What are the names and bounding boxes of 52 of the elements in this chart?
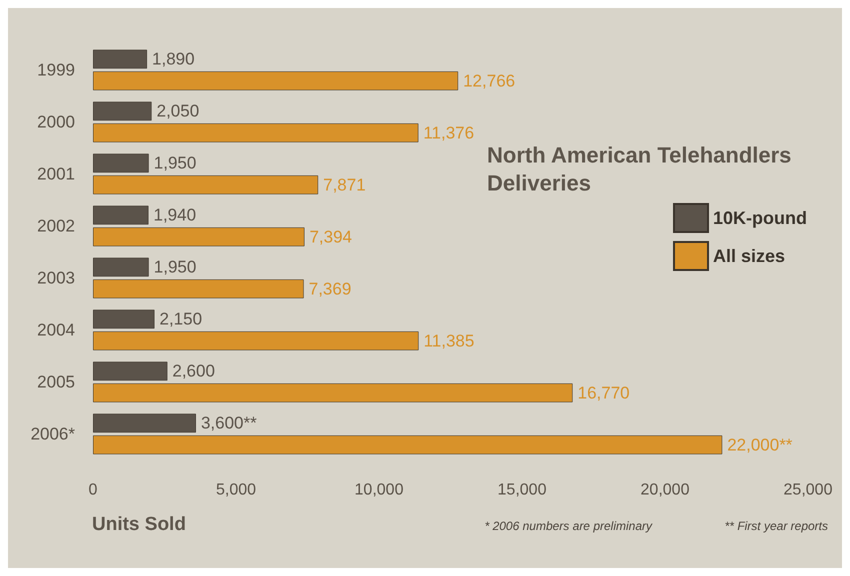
data-label: 2,150 [159,310,202,329]
y-tick-label: 2006* [30,424,76,444]
bar [93,383,573,402]
bar [93,50,148,69]
bar [93,175,318,194]
y-tick-label: 2005 [37,372,75,392]
y-tick-label: 2000 [37,112,75,132]
text: ** First year reports [724,519,828,533]
data-label: 7,871 [323,175,366,194]
data-label: 11,376 [423,123,474,142]
data-label: 1,950 [154,154,196,173]
bar [93,71,458,90]
data-label: 2,600 [172,362,215,381]
text: * 2006 numbers are preliminary [484,519,653,533]
data-label: 1,940 [153,206,196,225]
x-axis-title: Units Sold [92,514,186,535]
y-tick-label: 2002 [37,216,75,236]
bar [93,154,149,173]
data-label: 12,766 [463,71,516,90]
bar [93,331,419,350]
text: North American Telehandlers Deliveries [487,142,798,196]
x-tick-label: 0 [88,482,98,498]
bar [93,206,148,225]
bar [93,227,304,246]
bar [93,279,304,298]
x-tick-label: 20,000 [640,482,690,498]
data-label: 1,950 [154,258,196,277]
y-tick-label: 2004 [37,320,75,340]
legend-label: 10K-pound [713,208,808,228]
bar [93,258,149,277]
data-label: 16,770 [578,383,630,402]
x-tick-label: 25,000 [784,482,833,498]
x-tick-label: 10,000 [354,482,404,498]
data-label: 1,890 [152,50,195,69]
legend-label: All sizes [713,246,786,266]
bar [93,310,154,329]
x-tick-label: 15,000 [498,482,547,498]
data-label: 7,394 [309,227,352,246]
bar [93,102,152,121]
bar [93,435,722,454]
data-label: 22,000** [727,435,793,454]
bar [93,123,418,142]
bar [93,414,196,433]
x-tick-label: 5,000 [216,482,256,498]
y-tick-label: 2001 [37,164,75,184]
data-label: 7,369 [308,279,352,298]
data-label: 2,050 [156,102,200,121]
data-label: 11,385 [424,331,474,350]
data-label: 3,600** [200,414,258,433]
y-tick-label: 1999 [37,60,75,80]
bar [93,362,168,381]
y-tick-label: 2003 [37,268,75,288]
